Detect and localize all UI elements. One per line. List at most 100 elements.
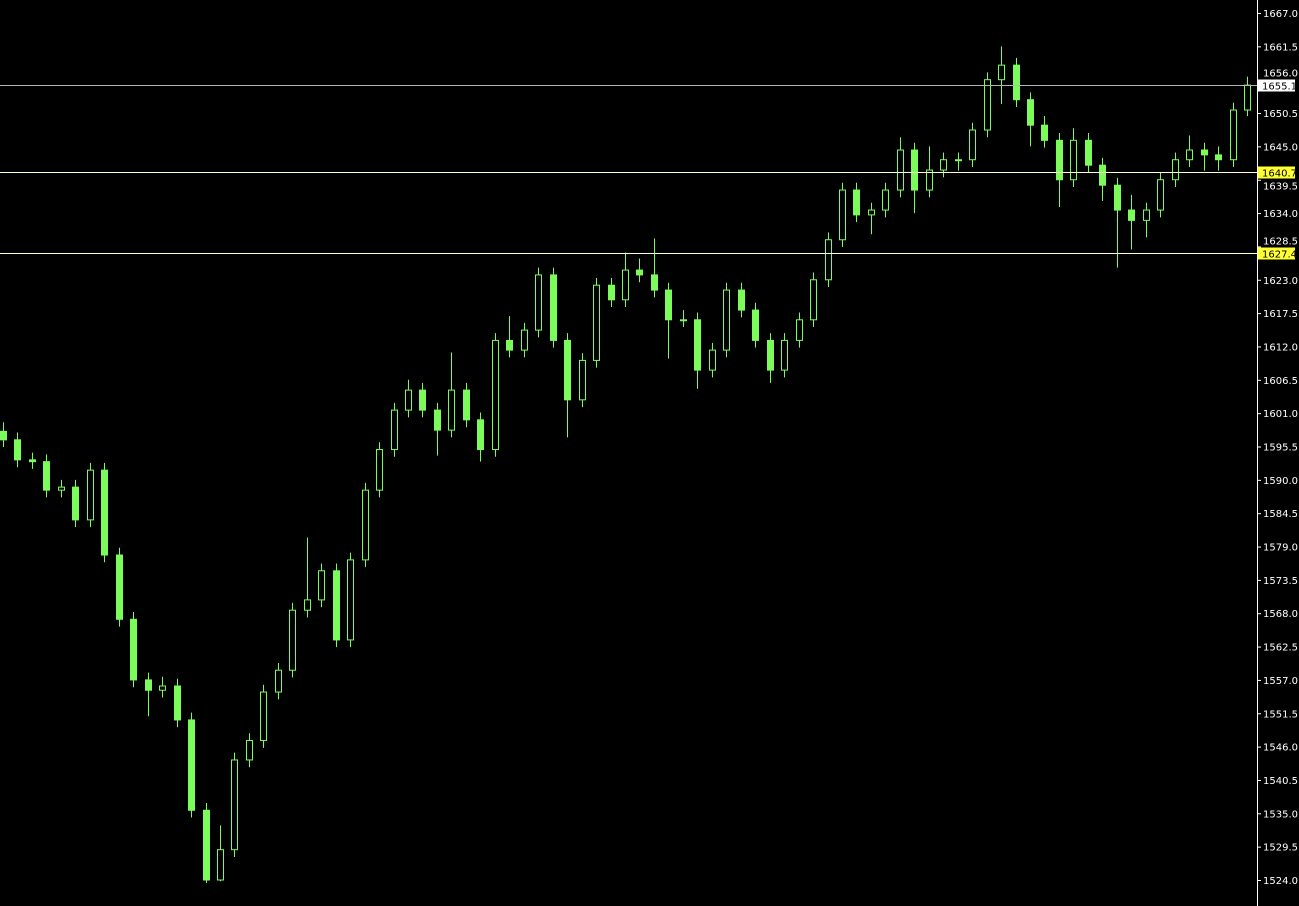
- y-tick-label: 1579.0: [1263, 543, 1298, 554]
- candle-body-bear: [1056, 139, 1063, 181]
- y-tick-label: 1612.0: [1263, 342, 1298, 353]
- candle: [984, 72, 991, 138]
- candle: [665, 282, 672, 359]
- candle: [651, 238, 658, 298]
- candle: [1027, 92, 1034, 147]
- y-tick-label: 1540.5: [1263, 776, 1298, 787]
- candle-body-bear: [738, 289, 745, 311]
- candle-body-bear: [752, 309, 759, 341]
- candle: [1157, 172, 1164, 218]
- candle-body-bear: [463, 389, 470, 421]
- candle: [1143, 202, 1150, 238]
- y-tick-label: 1557.0: [1263, 676, 1298, 687]
- y-tick-label: 1535.0: [1263, 809, 1298, 820]
- candle: [275, 662, 282, 700]
- candle: [1085, 133, 1092, 173]
- candle: [1041, 116, 1048, 148]
- candle-body-bull: [231, 759, 238, 851]
- candle: [130, 612, 137, 688]
- candle-body-bull: [217, 849, 224, 881]
- candle-body-bear: [1201, 149, 1208, 156]
- y-tick-label: 1584.5: [1263, 509, 1298, 520]
- level-labels-layer: 1655.1 1640.7 1627.4: [1258, 79, 1297, 261]
- candle: [680, 310, 687, 328]
- candle: [362, 482, 369, 568]
- candle: [391, 402, 398, 457]
- candle-body-bear: [506, 339, 513, 351]
- y-tick-label: 1623.0: [1263, 276, 1298, 287]
- candle-body-bull: [304, 599, 311, 611]
- candle: [347, 552, 354, 648]
- candle-body-bear: [14, 439, 21, 461]
- candle: [231, 752, 238, 857]
- y-tick-label: 1634.0: [1263, 209, 1298, 220]
- y-tick-label: 1551.5: [1263, 709, 1298, 720]
- candle-body-bull: [1244, 84, 1251, 111]
- candle: [1099, 157, 1106, 201]
- candle: [1186, 135, 1193, 167]
- level-label-bg: [1258, 79, 1295, 92]
- candle: [738, 282, 745, 318]
- candle: [333, 563, 340, 648]
- candle-body-bull: [1070, 139, 1077, 181]
- candle: [998, 46, 1005, 104]
- candle-body-bull: [58, 486, 65, 491]
- candle: [492, 333, 499, 457]
- candle-body-bull: [347, 559, 354, 641]
- y-tick-label: 1650.5: [1263, 109, 1298, 120]
- candle: [955, 152, 962, 171]
- candle-body-bull: [579, 359, 586, 401]
- level-label-bg: [1258, 166, 1295, 179]
- candle-body-bear: [694, 319, 701, 371]
- y-tick-label: 1573.5: [1263, 576, 1298, 587]
- candle-body-bull: [882, 189, 889, 211]
- candle-body-bull: [492, 339, 499, 451]
- candle: [434, 402, 441, 456]
- candle: [419, 382, 426, 418]
- candle-body-bull: [405, 389, 412, 411]
- candle: [752, 302, 759, 348]
- candle-body-bull: [825, 239, 832, 281]
- candle: [796, 312, 803, 348]
- candle: [506, 316, 513, 358]
- price-axis[interactable]: 1667.0 1661.5 1656.0 1650.5 1645.0 1639.5 1634…: [1257, 9, 1298, 887]
- candle-body-bull: [839, 189, 846, 241]
- level-price-label: 1655.1: [1262, 82, 1297, 93]
- candle-body-bull: [1186, 149, 1193, 161]
- candle-body-bear: [1027, 99, 1034, 126]
- candle-body-bull: [1230, 109, 1237, 161]
- candle: [405, 379, 412, 418]
- y-tick-label: 1568.0: [1263, 609, 1298, 620]
- y-tick-label: 1639.5: [1263, 182, 1298, 193]
- candle-body-bear: [608, 284, 615, 301]
- candle: [1070, 128, 1077, 188]
- candle: [159, 676, 166, 698]
- candle-body-bear: [853, 189, 860, 216]
- candle-body-bear: [911, 149, 918, 191]
- candle: [1215, 146, 1222, 171]
- y-tick-label: 1667.0: [1263, 9, 1298, 20]
- candle-body-bear: [665, 289, 672, 321]
- candle: [781, 333, 788, 378]
- candle: [260, 684, 267, 748]
- candle: [723, 282, 730, 358]
- candle: [101, 462, 108, 563]
- candle-body-bull: [998, 64, 1005, 81]
- candle-body-bull: [1143, 209, 1150, 221]
- candle: [579, 353, 586, 408]
- candle-body-bear: [145, 679, 152, 691]
- candle-body-bull: [1157, 179, 1164, 211]
- candle-body-bull: [260, 691, 267, 742]
- candle-body-bull: [275, 669, 282, 693]
- candle: [289, 602, 296, 678]
- candle: [14, 432, 21, 468]
- candle: [709, 342, 716, 378]
- level-label-bg: [1258, 247, 1295, 260]
- candle-body-bear: [1114, 184, 1121, 211]
- candle-body-bull: [781, 339, 788, 371]
- candle-body-bear: [477, 419, 484, 451]
- candle: [810, 272, 817, 328]
- candle-body-bear: [550, 274, 557, 341]
- candle-body-bear: [651, 274, 658, 291]
